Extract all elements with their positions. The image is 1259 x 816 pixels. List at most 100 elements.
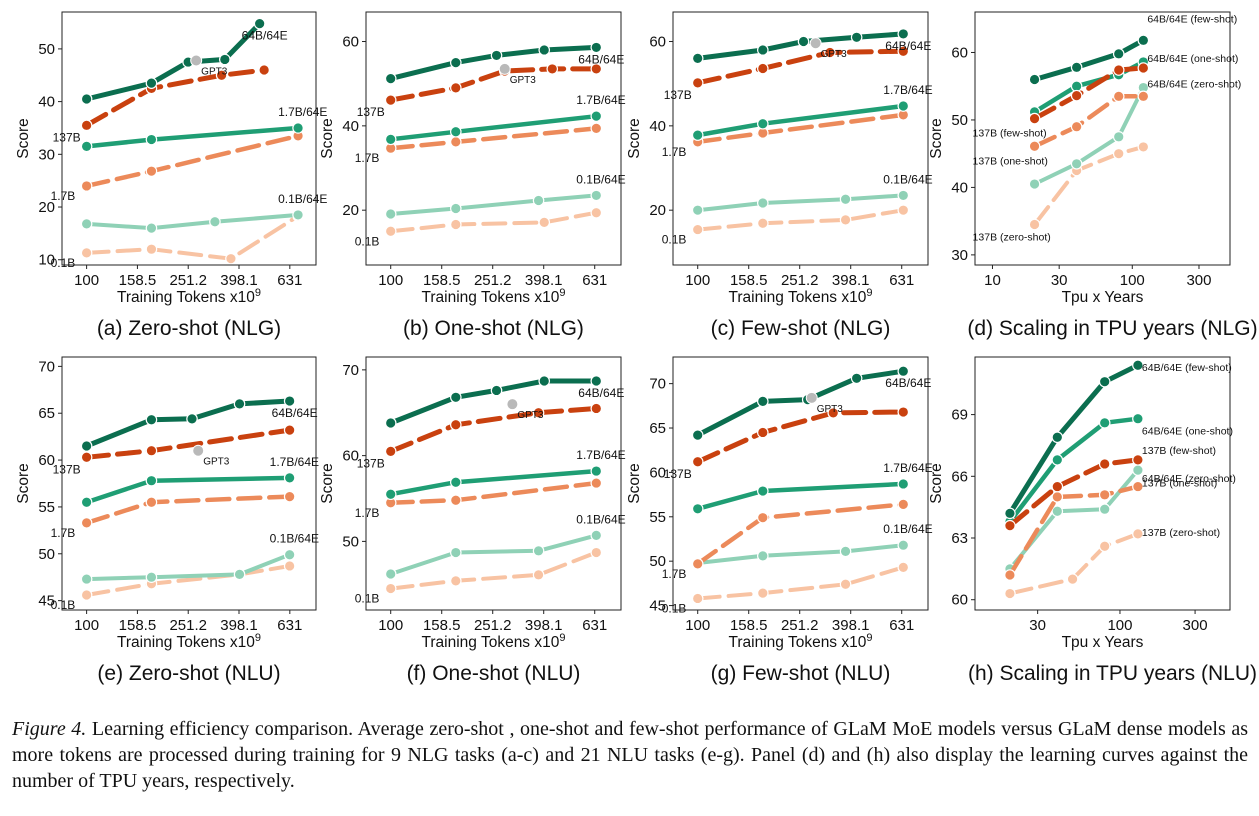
gpt3-label: GPT3 bbox=[517, 410, 544, 421]
series-label: 1.7B/64E bbox=[883, 461, 932, 475]
data-point bbox=[824, 46, 836, 59]
plot-frame bbox=[365, 356, 622, 611]
data-point bbox=[186, 413, 198, 425]
data-point bbox=[1112, 90, 1125, 103]
gpt3-point bbox=[506, 398, 519, 411]
data-point bbox=[80, 140, 93, 153]
panel-subtitle: (f) One-shot (NLU) bbox=[407, 662, 581, 685]
data-point bbox=[897, 561, 910, 574]
series-label: 64B/64E bbox=[885, 376, 931, 390]
series-label: 137B (one-shot) bbox=[973, 155, 1048, 167]
data-point bbox=[80, 496, 93, 509]
y-axis-label: Score bbox=[928, 118, 945, 159]
data-point bbox=[839, 214, 852, 226]
data-point bbox=[384, 445, 397, 458]
series-label: 137B bbox=[664, 88, 692, 102]
data-point bbox=[450, 125, 462, 138]
series-line bbox=[695, 543, 906, 565]
data-point bbox=[538, 375, 551, 387]
y-tick-label: 69 bbox=[951, 407, 968, 424]
series-line bbox=[84, 214, 301, 261]
plot-frame bbox=[61, 356, 317, 611]
data-point bbox=[233, 568, 246, 581]
series-line bbox=[388, 113, 599, 142]
series-label: 0.1B/64E bbox=[278, 192, 327, 206]
y-tick-label: 70 bbox=[649, 376, 666, 393]
series-line bbox=[388, 550, 599, 591]
x-axis-label: Training Tokens x109 bbox=[422, 287, 566, 306]
data-point bbox=[1070, 120, 1083, 133]
data-point bbox=[590, 402, 603, 415]
data-point bbox=[827, 407, 840, 419]
data-point bbox=[1066, 573, 1079, 585]
panel-subtitle: (g) Few-shot (NLU) bbox=[711, 662, 891, 685]
x-tick-label: 398.1 bbox=[832, 617, 870, 634]
data-point bbox=[450, 202, 462, 215]
chart-panel-4: 30 40 50 60 10 30 100 300 Tpu x Years Score (d) Sc… bbox=[928, 11, 1258, 340]
y-tick-label: 40 bbox=[342, 118, 359, 135]
data-point bbox=[590, 110, 603, 122]
series-label: 1.7B bbox=[51, 526, 76, 540]
series-line bbox=[388, 468, 599, 497]
panel-subtitle: (d) Scaling in TPU years (NLG) bbox=[967, 317, 1257, 340]
data-point bbox=[691, 52, 704, 65]
x-tick-label: 100 bbox=[378, 272, 403, 289]
data-point bbox=[1137, 90, 1150, 103]
data-point bbox=[145, 413, 158, 426]
data-point bbox=[532, 406, 545, 419]
data-point bbox=[450, 476, 462, 489]
series-label: 1.7B bbox=[662, 567, 687, 581]
series-line bbox=[1032, 65, 1146, 122]
series-label: 0.1B bbox=[662, 601, 687, 615]
data-point bbox=[839, 545, 852, 558]
data-point bbox=[897, 498, 910, 511]
gpt3-point bbox=[192, 444, 205, 457]
chart-panel-3: 20 40 60 100 158.5 251.2 398.1 631 Training Toke… bbox=[626, 11, 933, 340]
series-line bbox=[695, 565, 906, 601]
series-label: 1.7B bbox=[355, 506, 380, 520]
series-label: 64B/64E bbox=[578, 386, 624, 400]
series-label: 1.7B bbox=[662, 145, 687, 159]
data-point bbox=[80, 451, 93, 464]
series-label: 137B (zero-shot) bbox=[973, 232, 1051, 244]
x-tick-label: 30 bbox=[1051, 272, 1068, 289]
data-point bbox=[1137, 34, 1150, 47]
data-point bbox=[283, 424, 296, 436]
data-point bbox=[283, 395, 296, 407]
series-line bbox=[1032, 94, 1146, 149]
data-point bbox=[1004, 519, 1016, 532]
data-point bbox=[1070, 80, 1083, 93]
chart-panel-1: 10 20 30 40 50 100 158.5 251.2 398.1 631 Training … bbox=[15, 11, 327, 340]
y-tick-label: 30 bbox=[38, 146, 55, 163]
gpt3-point bbox=[805, 391, 818, 404]
y-tick-label: 60 bbox=[38, 452, 55, 469]
series-label: 137B (few-shot) bbox=[1142, 445, 1216, 457]
series-label: 64B/64E (few-shot) bbox=[1147, 13, 1237, 25]
y-tick-label: 10 bbox=[38, 252, 55, 269]
series-label: 64B/64E (zero-shot) bbox=[1147, 79, 1241, 91]
chart-panel-6: 50 60 70 100 158.5 251.2 398.1 631 Training Toke… bbox=[319, 356, 626, 685]
plot-frame bbox=[672, 356, 929, 611]
chart-panel-5: 45 50 55 60 65 70 100 158.5 251.2 398.1 631 Trainin… bbox=[15, 356, 319, 685]
data-point bbox=[80, 119, 93, 132]
x-tick-label: 251.2 bbox=[474, 272, 512, 289]
data-point bbox=[1098, 503, 1111, 516]
data-point bbox=[384, 208, 397, 220]
y-tick-label: 60 bbox=[342, 34, 359, 51]
data-point bbox=[590, 122, 603, 135]
series-line bbox=[1007, 416, 1141, 524]
x-tick-label: 100 bbox=[74, 617, 99, 634]
series-line bbox=[388, 406, 599, 454]
x-axis-label: Training Tokens x109 bbox=[117, 287, 261, 306]
y-tick-label: 65 bbox=[38, 405, 55, 422]
data-point bbox=[850, 31, 863, 44]
data-point bbox=[292, 209, 304, 221]
x-tick-label: 631 bbox=[889, 617, 914, 634]
series-line bbox=[388, 126, 599, 151]
data-point bbox=[1112, 147, 1125, 160]
x-axis-label: Training Tokens x109 bbox=[117, 632, 261, 651]
x-axis-label: Tpu x Years bbox=[1062, 634, 1144, 651]
data-point bbox=[538, 44, 551, 56]
x-tick-label: 158.5 bbox=[730, 617, 768, 634]
series-label: 1.7B/64E bbox=[270, 455, 319, 469]
